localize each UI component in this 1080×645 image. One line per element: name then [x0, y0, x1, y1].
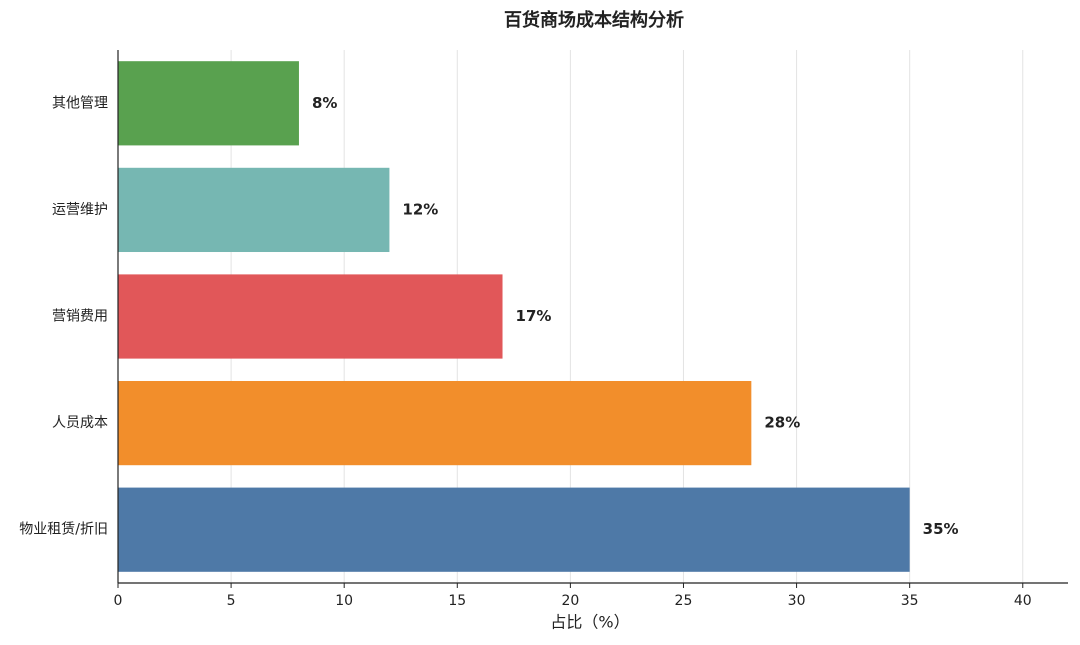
x-tick-label: 5: [227, 593, 236, 609]
value-label: 12%: [402, 200, 438, 218]
x-tick-label: 0: [114, 593, 123, 609]
value-label: 17%: [516, 307, 552, 325]
x-tick-label: 20: [561, 593, 579, 609]
x-tick-label: 40: [1014, 593, 1032, 609]
x-tick-label: 10: [335, 593, 353, 609]
x-axis-label: 占比（%）: [550, 613, 629, 632]
y-tick-label: 人员成本: [52, 415, 108, 431]
value-label: 35%: [923, 520, 959, 538]
chart-title: 百货商场成本结构分析: [504, 9, 684, 31]
x-tick-label: 15: [448, 593, 466, 609]
value-label: 28%: [764, 414, 800, 432]
x-tick-label: 35: [901, 593, 919, 609]
value-label: 8%: [312, 94, 337, 112]
bar: [118, 167, 390, 253]
bar: [118, 274, 503, 359]
y-tick-label: 物业租赁/折旧: [19, 522, 108, 538]
x-tick-label: 25: [675, 593, 693, 609]
y-tick-label: 其他管理: [52, 95, 108, 111]
y-tick-label: 营销费用: [52, 309, 108, 325]
x-tick-label: 30: [788, 593, 806, 609]
y-tick-label: 运营维护: [52, 202, 108, 218]
bar: [118, 487, 910, 572]
bar: [118, 380, 752, 466]
bar: [118, 61, 299, 146]
